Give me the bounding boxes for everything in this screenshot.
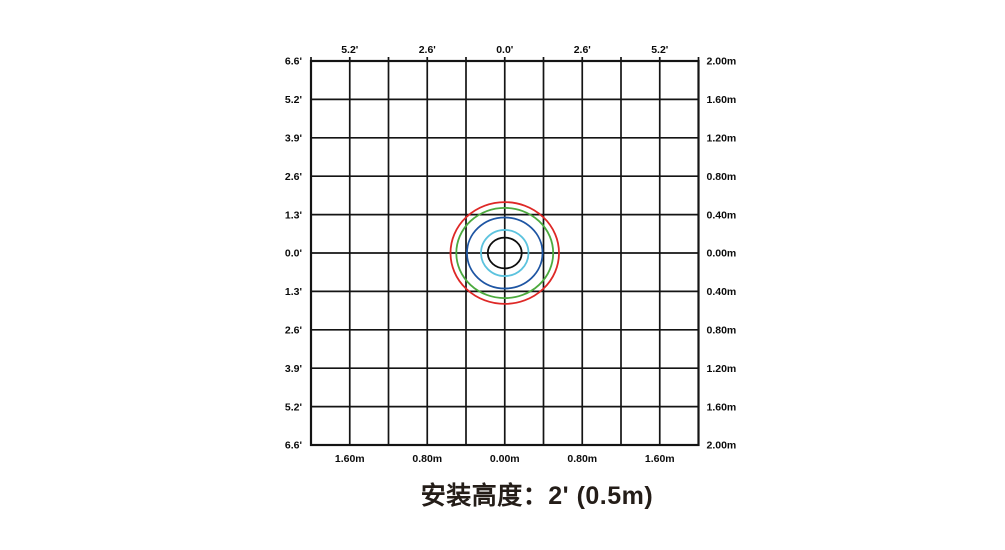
tick-label-right: 1.60m — [707, 94, 737, 106]
tick-label-left: 3.9' — [285, 133, 302, 145]
tick-label-right: 1.20m — [707, 363, 737, 375]
tick-label-left: 0.0' — [285, 248, 302, 260]
tick-label-left: 3.9' — [285, 363, 302, 375]
tick-label-bottom: 0.00m — [490, 453, 520, 465]
tick-label-right: 0.00m — [707, 248, 737, 260]
tick-label-left: 6.6' — [285, 440, 302, 452]
tick-label-right: 2.00m — [707, 440, 737, 452]
tick-label-left: 6.6' — [285, 56, 302, 68]
tick-label-left: 5.2' — [285, 401, 302, 413]
tick-label-left: 1.3' — [285, 209, 302, 221]
tick-label-right: 1.60m — [707, 401, 737, 413]
tick-label-right: 2.00m — [707, 56, 737, 68]
tick-label-bottom: 1.60m — [645, 453, 675, 465]
tick-label-bottom: 0.80m — [567, 453, 597, 465]
tick-label-left: 5.2' — [285, 94, 302, 106]
ring-green — [455, 206, 555, 300]
tick-label-left: 2.6' — [285, 171, 302, 183]
tick-label-top: 2.6' — [419, 44, 436, 56]
tick-label-right: 0.80m — [707, 325, 737, 337]
ring-blue — [466, 216, 544, 290]
ring-red — [449, 201, 560, 305]
tick-label-right: 0.40m — [707, 209, 737, 221]
tick-label-left: 2.6' — [285, 325, 302, 337]
ring-black — [486, 236, 523, 270]
grid-border — [309, 59, 700, 447]
mounting-height-caption: 安装高度：2' (0.5m) — [420, 482, 654, 510]
tick-label-right: 0.40m — [707, 286, 737, 298]
tick-label-top: 0.0' — [496, 44, 513, 56]
tick-label-right: 0.80m — [707, 171, 737, 183]
ring-cyan — [480, 229, 530, 277]
tick-label-bottom: 0.80m — [412, 453, 442, 465]
tick-label-top: 2.6' — [574, 44, 591, 56]
tick-label-left: 1.3' — [285, 286, 302, 298]
tick-label-bottom: 1.60m — [335, 453, 365, 465]
tick-label-right: 1.20m — [707, 133, 737, 145]
tick-label-top: 5.2' — [341, 44, 358, 56]
tick-label-top: 5.2' — [651, 44, 668, 56]
